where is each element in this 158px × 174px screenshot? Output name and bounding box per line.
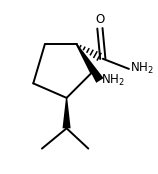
- Text: NH$_2$: NH$_2$: [101, 73, 125, 88]
- Text: NH$_2$: NH$_2$: [130, 61, 154, 76]
- Text: O: O: [95, 13, 105, 26]
- Polygon shape: [76, 44, 104, 83]
- Polygon shape: [63, 98, 71, 128]
